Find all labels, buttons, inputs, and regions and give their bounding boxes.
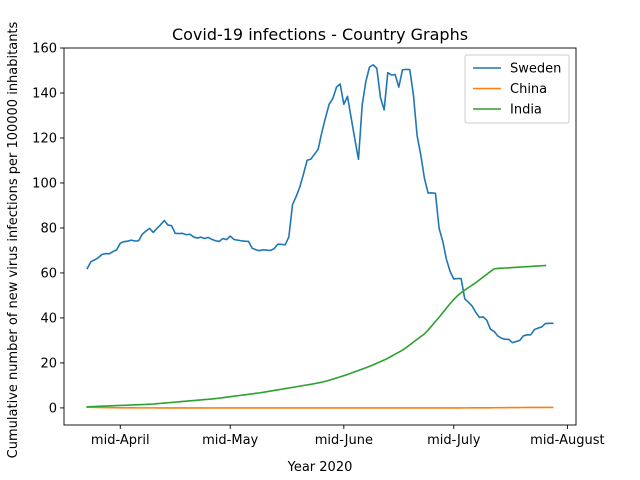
y-tick-label: 60	[40, 266, 57, 281]
y-axis: 0 20 40 60 80 100 120 140 160	[32, 42, 64, 416]
x-tick-label: mid-June	[315, 433, 373, 448]
chart-title: Covid-19 infections - Country Graphs	[172, 25, 468, 44]
x-axis-title: Year 2020	[287, 460, 353, 475]
y-tick-label: 40	[40, 311, 57, 326]
y-tick-label: 140	[32, 86, 57, 101]
series-line-india	[86, 264, 547, 408]
x-tick-label: mid-April	[91, 433, 150, 448]
y-tick-label: 80	[40, 221, 57, 236]
y-tick-label: 20	[40, 356, 57, 371]
y-axis-title: Cumulative number of new virus infection…	[6, 21, 21, 458]
x-tick-label: mid-May	[202, 433, 258, 448]
x-tick-label: mid-August	[530, 433, 604, 448]
series-line-sweden	[86, 64, 554, 344]
x-axis: mid-April mid-May mid-June mid-July mid-Augu…	[91, 425, 605, 448]
x-tick-label: mid-July	[427, 433, 481, 448]
y-tick-label: 120	[32, 131, 57, 146]
series-line-china	[86, 406, 554, 409]
y-tick-label: 0	[49, 401, 57, 416]
legend-label-china: China	[510, 82, 547, 97]
legend-label-sweden: Sweden	[510, 62, 561, 77]
series-layer	[86, 64, 554, 409]
legend-box	[464, 54, 570, 124]
y-tick-label: 160	[32, 42, 57, 57]
legend: Sweden China India	[464, 54, 570, 124]
y-tick-label: 100	[32, 176, 57, 191]
legend-label-india: India	[510, 103, 542, 118]
plot-frame	[63, 47, 577, 426]
